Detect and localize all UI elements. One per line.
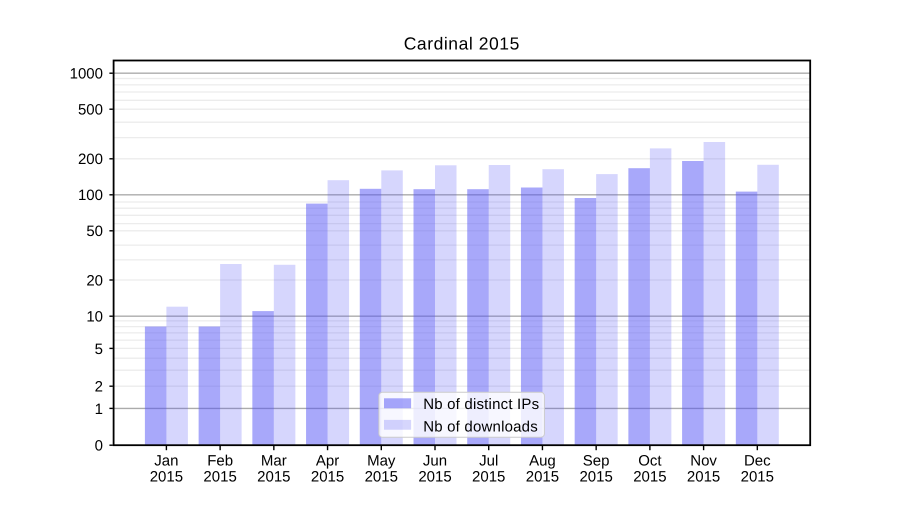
svg-text:2015: 2015 xyxy=(311,468,344,485)
svg-text:2015: 2015 xyxy=(579,468,612,485)
svg-text:Mar: Mar xyxy=(261,452,287,469)
svg-text:2015: 2015 xyxy=(418,468,451,485)
svg-text:100: 100 xyxy=(78,187,103,204)
svg-text:Jun: Jun xyxy=(423,452,447,469)
svg-text:Jul: Jul xyxy=(479,452,498,469)
svg-text:Nb of downloads: Nb of downloads xyxy=(423,418,538,435)
svg-text:Nb of distinct IPs: Nb of distinct IPs xyxy=(423,396,539,413)
svg-text:10: 10 xyxy=(86,309,103,326)
svg-text:2015: 2015 xyxy=(257,468,290,485)
svg-text:Jan: Jan xyxy=(154,452,178,469)
svg-text:2015: 2015 xyxy=(526,468,559,485)
svg-text:1000: 1000 xyxy=(70,66,103,83)
svg-text:2015: 2015 xyxy=(150,468,183,485)
svg-text:Aug: Aug xyxy=(529,452,556,469)
svg-text:1: 1 xyxy=(95,401,103,418)
svg-text:Sep: Sep xyxy=(583,452,610,469)
svg-text:Apr: Apr xyxy=(316,452,339,469)
svg-text:20: 20 xyxy=(86,272,103,289)
svg-text:Feb: Feb xyxy=(207,452,233,469)
svg-text:500: 500 xyxy=(78,102,103,119)
svg-text:Nov: Nov xyxy=(690,452,717,469)
svg-text:Dec: Dec xyxy=(744,452,771,469)
svg-text:200: 200 xyxy=(78,151,103,168)
svg-text:0: 0 xyxy=(95,438,103,455)
svg-text:2015: 2015 xyxy=(365,468,398,485)
svg-text:2015: 2015 xyxy=(687,468,720,485)
svg-text:2015: 2015 xyxy=(203,468,236,485)
svg-text:50: 50 xyxy=(86,223,103,240)
svg-text:Cardinal 2015: Cardinal 2015 xyxy=(404,33,520,53)
svg-text:May: May xyxy=(367,452,396,469)
svg-text:2015: 2015 xyxy=(741,468,774,485)
svg-text:2015: 2015 xyxy=(472,468,505,485)
svg-text:Oct: Oct xyxy=(638,452,662,469)
svg-text:2015: 2015 xyxy=(633,468,666,485)
svg-text:2: 2 xyxy=(95,379,103,396)
svg-text:5: 5 xyxy=(95,341,103,358)
